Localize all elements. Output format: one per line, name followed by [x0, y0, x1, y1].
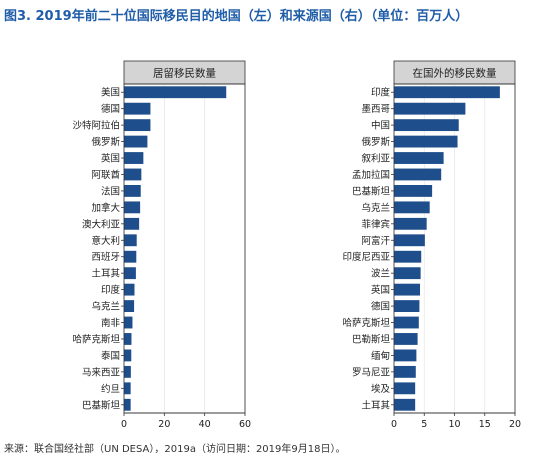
plot-border — [123, 83, 246, 414]
category-label: 中国 — [371, 120, 390, 132]
bar — [394, 267, 421, 280]
x-tick-label: 40 — [199, 419, 211, 430]
category-label: 巴基斯坦 — [352, 185, 391, 197]
bar — [124, 267, 136, 280]
bar — [394, 382, 416, 395]
x-tick-label: 0 — [121, 419, 127, 430]
bar — [394, 365, 416, 378]
plot-frame — [123, 83, 246, 414]
category-label: 俄罗斯 — [361, 136, 390, 148]
bar — [394, 398, 416, 411]
category-label: 罗马尼亚 — [352, 367, 391, 378]
category-label: 叙利亚 — [361, 153, 390, 165]
category-label: 波兰 — [371, 268, 390, 280]
category-label: 沙特阿拉伯 — [72, 120, 120, 132]
bar — [394, 152, 444, 164]
category-label: 乌克兰 — [361, 202, 390, 214]
category-label: 缅甸 — [371, 350, 390, 362]
bar — [394, 86, 500, 99]
x-tick-label: 0 — [391, 419, 397, 430]
category-label: 澳大利亚 — [82, 218, 121, 230]
bar — [124, 102, 151, 115]
bar — [394, 217, 427, 230]
bar — [394, 316, 419, 329]
category-label: 阿联酋 — [91, 169, 120, 181]
bar — [124, 398, 131, 411]
bar — [394, 283, 421, 296]
category-label: 印度 — [371, 87, 391, 99]
bar — [124, 283, 135, 296]
category-label: 马来西亚 — [82, 367, 121, 378]
category-label: 墨西哥 — [361, 104, 390, 115]
bar — [124, 316, 133, 329]
category-label: 土耳其 — [361, 399, 390, 411]
category-label: 巴勒斯坦 — [352, 333, 391, 345]
category-label: 泰国 — [101, 350, 120, 362]
bar — [124, 168, 142, 181]
category-label: 美国 — [101, 87, 120, 99]
bar — [124, 333, 132, 345]
bar — [124, 250, 137, 263]
category-label: 法国 — [101, 185, 120, 197]
category-label: 哈萨克斯坦 — [342, 317, 390, 329]
category-label: 哈萨克斯坦 — [72, 333, 120, 345]
origin-countries-chart: 在国外的移民数量印度墨西哥中国俄罗斯叙利亚孟加拉国巴基斯坦乌克兰菲律宾阿富汗印度… — [342, 60, 521, 430]
category-label: 加拿大 — [91, 202, 120, 214]
x-tick-label: 10 — [448, 419, 460, 430]
bar — [394, 119, 459, 132]
bar — [124, 234, 137, 247]
bar — [394, 250, 422, 263]
source-note: 来源：联合国经社部（UN DESA），2019a（访问日期：2019年9月18日… — [4, 444, 346, 455]
bar — [124, 86, 227, 99]
destination-countries-chart: 居留移民数量美国德国沙特阿拉伯俄罗斯英国阿联酋法国加拿大澳大利亚意大利西班牙土耳… — [72, 60, 251, 430]
bar — [394, 300, 420, 312]
category-label: 乌克兰 — [91, 301, 120, 313]
bar — [394, 234, 425, 247]
x-tick-label: 5 — [421, 419, 427, 430]
bar — [124, 135, 148, 148]
bar — [124, 300, 135, 312]
category-label: 意大利 — [91, 235, 120, 247]
category-label: 德国 — [371, 301, 390, 313]
category-label: 印度尼西亚 — [342, 251, 390, 263]
bar — [124, 152, 144, 164]
bar — [124, 201, 141, 214]
bar — [394, 102, 466, 115]
panel-title: 居留移民数量 — [153, 67, 216, 80]
x-tick-label: 60 — [239, 419, 251, 430]
category-label: 英国 — [101, 153, 120, 165]
category-label: 印度 — [101, 284, 121, 296]
category-label: 德国 — [101, 103, 120, 115]
bar — [124, 365, 131, 378]
bar — [394, 201, 430, 214]
bar — [394, 185, 433, 197]
bar — [124, 349, 132, 362]
category-label: 南非 — [101, 317, 121, 329]
category-label: 孟加拉国 — [352, 169, 390, 181]
category-label: 埃及 — [371, 383, 391, 395]
category-label: 俄罗斯 — [91, 136, 120, 148]
category-label: 英国 — [371, 284, 390, 296]
bar — [124, 217, 140, 230]
x-tick-label: 20 — [509, 419, 521, 430]
bar — [124, 185, 141, 197]
bar — [394, 135, 458, 148]
category-label: 西班牙 — [91, 251, 120, 263]
panel-title: 在国外的移民数量 — [413, 67, 497, 80]
category-label: 阿富汗 — [361, 235, 390, 247]
bar — [394, 333, 418, 345]
figure-title: 图3. 2019年前二十位国际移民目的地国（左）和来源国（右）（单位：百万人） — [4, 9, 469, 24]
category-label: 约旦 — [101, 383, 120, 395]
category-label: 菲律宾 — [361, 218, 390, 230]
bar — [124, 119, 151, 132]
bar — [124, 382, 131, 395]
category-label: 巴基斯坦 — [82, 399, 121, 411]
bar — [394, 349, 417, 362]
x-tick-label: 15 — [479, 419, 491, 430]
category-label: 土耳其 — [91, 268, 120, 280]
x-tick-label: 20 — [158, 419, 170, 430]
bar — [394, 168, 442, 181]
